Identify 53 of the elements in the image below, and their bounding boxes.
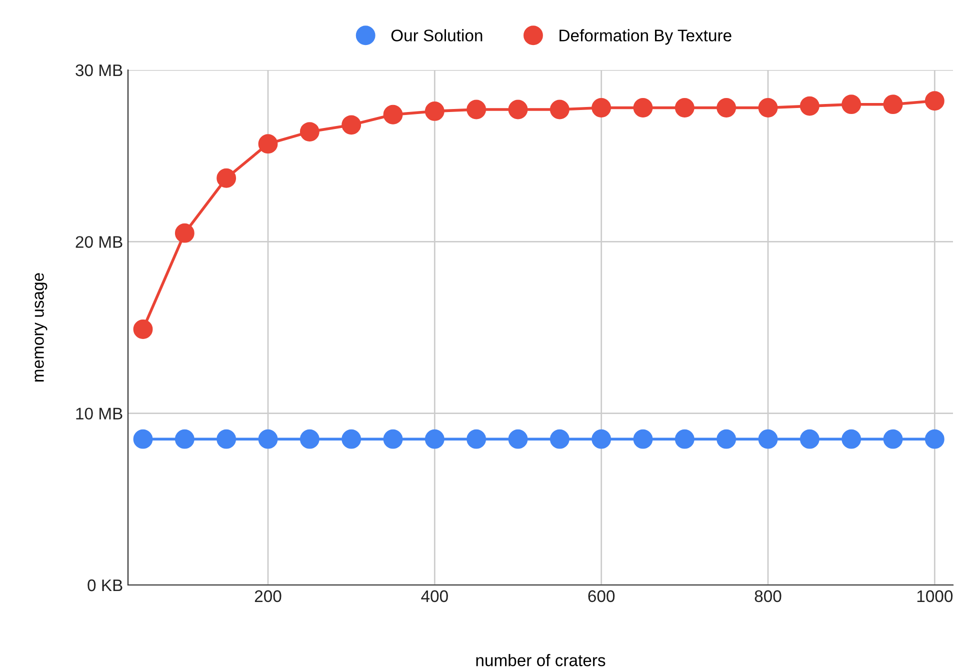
x-tick-label: 600 (588, 590, 615, 602)
x-tick-label: 800 (754, 590, 782, 602)
x-tick-label: 400 (421, 590, 448, 602)
point (342, 429, 362, 449)
point (716, 98, 736, 118)
y-tick-label: 20 MB (76, 236, 122, 248)
legend-label: Our Solution (391, 29, 482, 42)
point (424, 429, 444, 449)
point (300, 122, 320, 142)
point (842, 429, 862, 449)
point (300, 429, 320, 449)
point (592, 98, 612, 118)
point (174, 429, 194, 449)
legend-label: Deformation By Texture (560, 29, 732, 45)
point (508, 429, 528, 449)
point (342, 115, 362, 135)
point (883, 94, 903, 114)
point (674, 429, 694, 449)
y-tick-label: 0 KB (88, 579, 122, 592)
point (674, 98, 694, 118)
point (800, 96, 820, 116)
point (133, 319, 153, 339)
point (466, 100, 486, 120)
point (592, 429, 612, 449)
point (258, 134, 278, 154)
y-tick-label: 30 MB (76, 64, 122, 76)
point (383, 429, 403, 449)
point (383, 104, 403, 124)
point (508, 100, 528, 120)
point (883, 429, 903, 449)
point (924, 429, 944, 449)
point (424, 101, 444, 121)
point (758, 98, 778, 118)
point (258, 429, 278, 449)
point (842, 94, 862, 114)
point (633, 429, 653, 449)
point (466, 429, 486, 449)
point (174, 223, 194, 243)
point (216, 429, 236, 449)
x-tick-label: 1000 (917, 590, 953, 602)
y-tick-label: 10 MB (76, 408, 122, 420)
point (924, 91, 944, 111)
point (633, 98, 653, 118)
point (550, 429, 570, 449)
point (216, 168, 236, 188)
point (716, 429, 736, 449)
point (800, 429, 820, 449)
x-axis-title: number of craters (476, 654, 606, 666)
point (550, 100, 570, 120)
y-axis-title: memory usage (34, 273, 48, 382)
point (758, 429, 778, 449)
x-tick-label: 200 (254, 590, 282, 602)
point (133, 429, 153, 449)
